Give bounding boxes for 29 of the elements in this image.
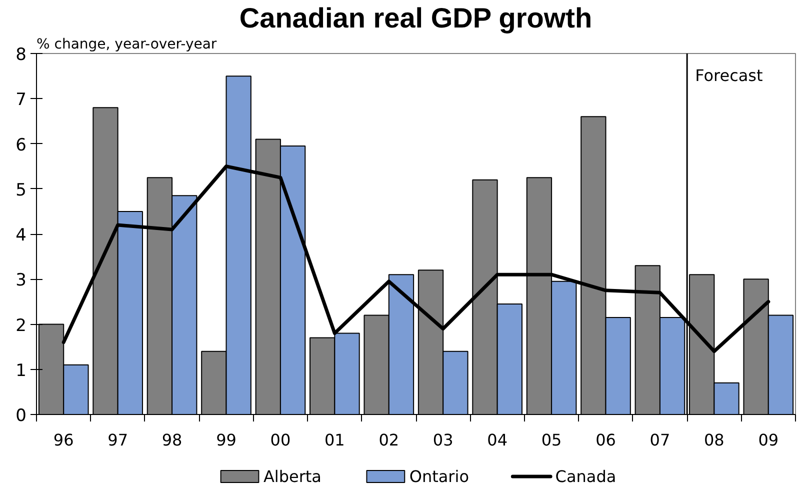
y-tick-label: 7 — [16, 90, 27, 110]
x-tick-label: 98 — [162, 430, 182, 450]
x-tick-label: 08 — [704, 430, 724, 450]
x-tick-label: 06 — [596, 430, 616, 450]
chart-title: Canadian real GDP growth — [239, 2, 592, 34]
legend-label: Ontario — [409, 467, 469, 486]
x-tick-label: 05 — [541, 430, 562, 450]
x-tick-label: 07 — [650, 430, 670, 450]
y-tick-label: 0 — [16, 406, 27, 426]
x-tick-label: 02 — [378, 430, 400, 450]
legend-label: Alberta — [263, 467, 322, 486]
annotation: Forecast — [695, 66, 763, 85]
y-axis-title: % change, year-over-year — [36, 36, 217, 52]
x-tick-label: 96 — [53, 430, 74, 450]
y-tick-label: 8 — [16, 45, 27, 65]
y-tick-label: 1 — [16, 360, 27, 381]
y-tick-label: 5 — [16, 180, 27, 200]
x-tick-label: 09 — [758, 430, 779, 450]
x-tick-label: 99 — [216, 430, 236, 450]
x-tick-label: 04 — [487, 430, 508, 450]
x-tick-label: 97 — [108, 430, 128, 450]
legend-label: Canada — [555, 467, 616, 486]
x-tick-label: 00 — [270, 430, 291, 450]
x-tick-label: 01 — [324, 430, 345, 450]
y-tick-label: 2 — [16, 316, 27, 336]
x-tick-label: 03 — [432, 430, 454, 450]
y-tick-label: 4 — [16, 226, 27, 246]
y-tick-label: 6 — [16, 135, 27, 156]
y-tick-label: 3 — [16, 270, 27, 291]
